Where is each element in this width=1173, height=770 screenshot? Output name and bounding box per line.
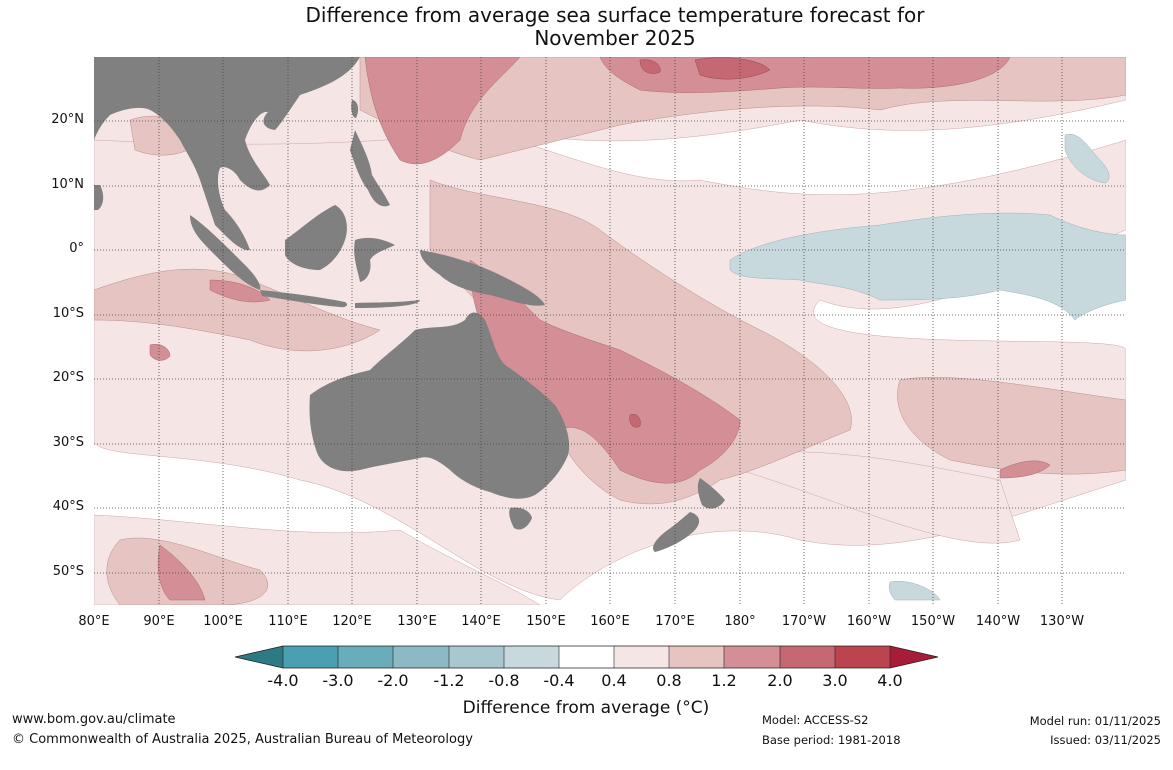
colorbar-segment-4 (449, 646, 504, 668)
colorbar-segment-8 (669, 646, 724, 668)
lon-label-110E: 110°E (268, 614, 308, 629)
lon-label-140W: 140°W (975, 614, 1021, 629)
lat-label-30S: 30°S (52, 435, 84, 450)
lat-label-20S: 20°S (52, 370, 84, 385)
lat-label-10N: 10°N (51, 177, 84, 192)
colorbar-segment-2 (338, 646, 393, 668)
colorbar-tick-label: -0.4 (543, 671, 575, 690)
copyright-notice: © Commonwealth of Australia 2025, Austra… (12, 732, 473, 747)
anomaly-2.0-3.0-regions (629, 57, 771, 428)
lon-label-160E: 160°E (590, 614, 630, 629)
colorbar (234, 645, 939, 669)
map-title-line2: November 2025 (534, 26, 696, 50)
colorbar-segment-6 (559, 646, 614, 668)
lon-label-90E: 90°E (143, 614, 175, 629)
colorbar-segment-5 (504, 646, 559, 668)
colorbar-tick-label: -3.0 (322, 671, 354, 690)
landmass (94, 57, 725, 552)
colorbar-segment-7 (614, 646, 669, 668)
lat-label-0: 0° (69, 241, 84, 256)
model-name: Model: ACCESS-S2 (762, 713, 869, 727)
colorbar-tick-label: 4.0 (877, 671, 903, 690)
colorbar-tick-label: 1.2 (711, 671, 737, 690)
colorbar-min-arrow (235, 646, 283, 668)
colorbar-tick-label: 3.0 (822, 671, 848, 690)
lon-label-150E: 150°E (526, 614, 566, 629)
lon-label-170E: 170°E (655, 614, 695, 629)
colorbar-tick-label: 2.0 (767, 671, 793, 690)
map-title-line1: Difference from average sea surface temp… (305, 3, 925, 27)
lon-label-100E: 100°E (203, 614, 243, 629)
lon-label-180: 180° (724, 614, 756, 629)
colorbar-segment-3 (393, 646, 449, 668)
lon-label-130W: 130°W (1039, 614, 1085, 629)
colorbar-segment-1 (283, 646, 338, 668)
colorbar-tick-label: -0.8 (488, 671, 520, 690)
colorbar-segment-11 (835, 646, 890, 668)
lon-label-170W: 170°W (781, 614, 827, 629)
colorbar-tick-label: 0.8 (656, 671, 682, 690)
colorbar-max-arrow (890, 646, 938, 668)
lon-label-80E: 80°E (78, 614, 110, 629)
lat-label-50S: 50°S (52, 564, 84, 579)
website-link[interactable]: www.bom.gov.au/climate (12, 712, 176, 727)
lon-label-140E: 140°E (461, 614, 501, 629)
issued-date: Issued: 03/11/2025 (1050, 733, 1161, 747)
anomaly-0.8-1.2-regions (94, 57, 1126, 605)
colorbar-tick-label: -1.2 (433, 671, 465, 690)
lon-label-150W: 150°W (910, 614, 956, 629)
lat-label-20N: 20°N (51, 112, 84, 127)
colorbar-tick-label: -2.0 (377, 671, 409, 690)
graticule (94, 57, 1126, 605)
lat-label-10S: 10°S (52, 306, 84, 321)
colorbar-title: Difference from average (°C) (462, 698, 710, 718)
lon-label-130E: 130°E (397, 614, 437, 629)
lon-label-120E: 120°E (332, 614, 372, 629)
colorbar-segment-9 (724, 646, 780, 668)
model-run-date: Model run: 01/11/2025 (1029, 714, 1161, 728)
map-title: Difference from average sea surface temp… (0, 4, 1173, 50)
colorbar-tick-label: -4.0 (267, 671, 299, 690)
anomaly-negative-regions (729, 133, 1126, 601)
base-period: Base period: 1981-2018 (762, 733, 901, 747)
colorbar-tick-label: 0.4 (601, 671, 627, 690)
lon-label-160W: 160°W (846, 614, 892, 629)
lat-label-40S: 40°S (52, 499, 84, 514)
colorbar-segment-10 (780, 646, 835, 668)
